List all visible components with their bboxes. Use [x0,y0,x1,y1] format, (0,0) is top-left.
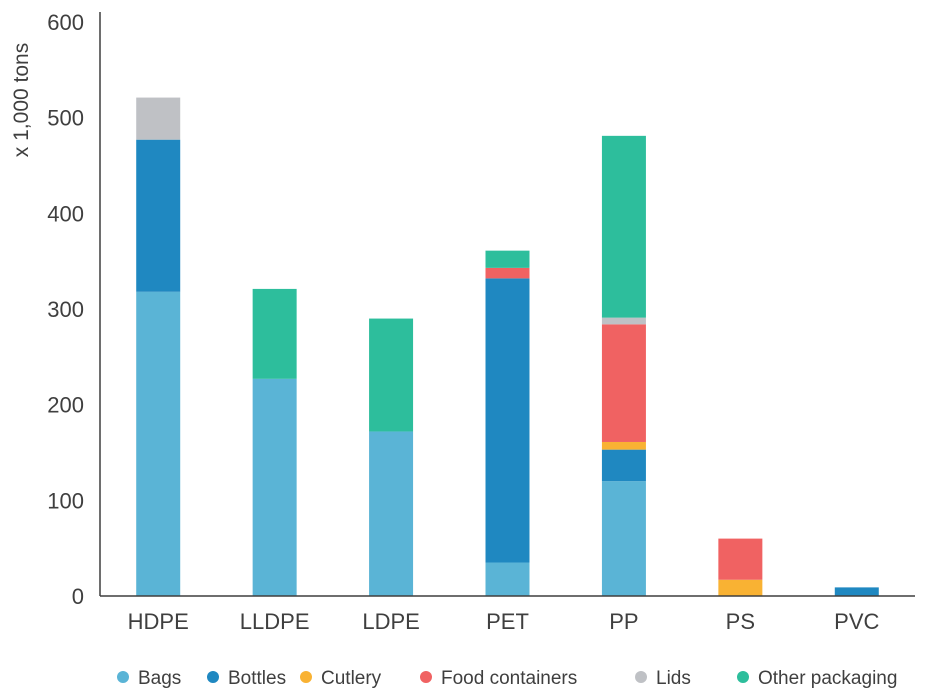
x-tick-label-ldpe: LDPE [362,609,419,634]
bar-pp-cutlery [601,441,646,450]
legend-marker-cutlery [300,671,312,683]
bar-hdpe-lids [136,97,181,140]
legend-label-other-packaging: Other packaging [758,668,897,689]
y-tick-label: 100 [47,488,84,513]
legend-label-food-containers: Food containers [441,668,577,689]
legend: Bags Bottles Cutlery Food containers Lids Oth… [117,668,897,689]
bar-pp-bags [601,481,646,596]
bar-pp-food-containers [601,324,646,442]
y-tick-label: 500 [47,106,84,131]
legend-label-cutlery: Cutlery [321,668,382,689]
bar-pp-other-packaging [601,135,646,318]
legend-marker-lids [635,671,647,683]
x-tick-label-ps: PS [726,609,755,634]
bar-pet-other-packaging [485,250,530,268]
x-tick-label-hdpe: HDPE [128,609,189,634]
x-tick-label-pet: PET [486,609,529,634]
y-tick-label: 200 [47,393,84,418]
y-axis-title: x 1,000 tons [10,43,33,157]
bar-lldpe-other-packaging [252,288,297,379]
x-axis-ticks: HDPE LLDPE LDPE PET PP PS PVC [128,609,880,634]
x-tick-label-pp: PP [609,609,638,634]
legend-marker-other-packaging [737,671,749,683]
bar-pet-bottles [485,278,530,563]
legend-label-lids: Lids [656,668,691,689]
legend-marker-bags [117,671,129,683]
legend-marker-food-containers [420,671,432,683]
y-axis-ticks: 0 100 200 300 400 500 600 [47,10,84,609]
bars [136,97,879,596]
x-tick-label-pvc: PVC [834,609,879,634]
y-tick-label: 400 [47,201,84,226]
bar-hdpe-bottles [136,139,181,292]
legend-label-bottles: Bottles [228,668,286,689]
bar-pp-lids [601,317,646,325]
bar-pet-food-containers [485,267,530,279]
legend-label-bags: Bags [138,668,181,689]
bar-pet-bags [485,562,530,596]
bar-ps-cutlery [718,579,763,596]
x-tick-label-lldpe: LLDPE [240,609,310,634]
bar-ldpe-bags [369,431,414,596]
bar-ldpe-other-packaging [369,318,414,432]
bar-ps-food-containers [718,538,763,580]
bar-lldpe-bags [252,378,297,596]
y-tick-label: 600 [47,10,84,35]
bar-pvc-bottles [834,587,879,596]
legend-marker-bottles [207,671,219,683]
bar-hdpe-bags [136,291,181,596]
y-tick-label: 300 [47,297,84,322]
bar-pp-bottles [601,449,646,482]
y-tick-label: 0 [72,584,84,609]
